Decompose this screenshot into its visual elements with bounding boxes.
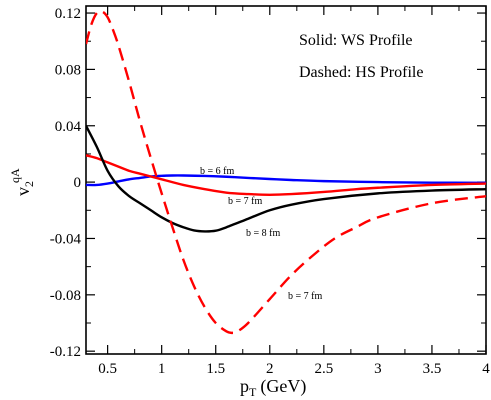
x-tick-label: 0.5 bbox=[98, 361, 117, 377]
x-axis-label-sub: T bbox=[249, 385, 257, 399]
series-curves bbox=[86, 10, 486, 335]
tick-labels: 0.5 1 1.5 2 2.5 3 3.5 4 0.12 0.08 0.04 0 -0.04 -0.08 -… bbox=[50, 6, 491, 377]
y-axis-label: v2qA bbox=[8, 168, 36, 196]
curve-label-red-solid: b = 7 fm bbox=[228, 196, 262, 207]
x-axis-label-main: p bbox=[240, 376, 249, 396]
curve-label-black: b = 8 fm bbox=[246, 228, 280, 239]
y-tick-label: 0.04 bbox=[55, 119, 82, 135]
series-red-dashed-hs-b7 bbox=[86, 10, 486, 335]
series-black-ws-b8 bbox=[86, 125, 486, 233]
x-axis-label-unit: (GeV) bbox=[260, 376, 306, 397]
series-red-ws-b7 bbox=[86, 154, 486, 196]
x-tick-label: 1.5 bbox=[206, 361, 225, 377]
y-tick-label: 0.12 bbox=[55, 6, 81, 22]
x-tick-label: 2 bbox=[266, 361, 274, 377]
y-axis-label-main: v bbox=[13, 187, 33, 196]
y-tick-label: 0 bbox=[74, 175, 82, 191]
curve-label-blue: b = 6 fm bbox=[200, 166, 234, 177]
y-tick-label: 0.08 bbox=[55, 62, 81, 78]
annotation-solid: Solid: WS Profile bbox=[299, 32, 413, 49]
y-axis-label-sub: 2 bbox=[22, 181, 36, 187]
plot-frame bbox=[85, 5, 487, 355]
x-axis-label: pT (GeV) bbox=[240, 376, 306, 399]
curve-label-red-dashed: b = 7 fm bbox=[288, 291, 322, 302]
y-axis-label-sup: qA bbox=[8, 168, 22, 183]
y-tick-label: -0.12 bbox=[50, 344, 81, 360]
y-tick-label: -0.08 bbox=[50, 288, 81, 304]
annotation-dashed: Dashed: HS Profile bbox=[299, 64, 423, 81]
series-blue-ws-b6 bbox=[86, 174, 486, 187]
x-tick-label: 3.5 bbox=[423, 361, 442, 377]
x-tick-label: 2.5 bbox=[314, 361, 333, 377]
y-tick-label: -0.04 bbox=[50, 231, 82, 247]
x-tick-label: 4 bbox=[482, 361, 490, 377]
x-tick-label: 1 bbox=[158, 361, 166, 377]
x-tick-label: 3 bbox=[374, 361, 382, 377]
